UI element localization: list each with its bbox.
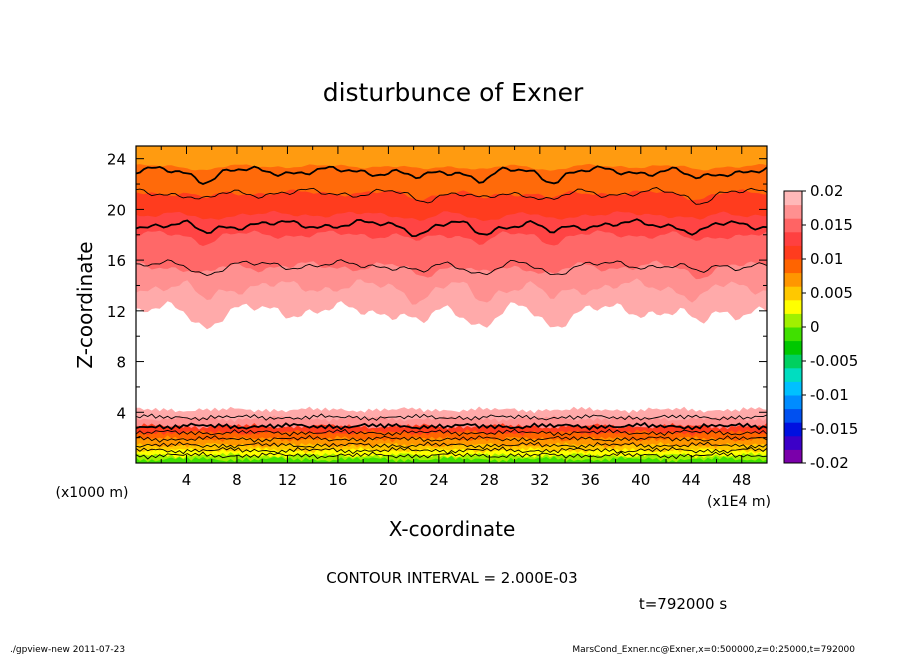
x-tick-label: 4 <box>182 471 192 489</box>
colorbar-segment <box>784 286 802 301</box>
y-axis-label: Z-coordinate <box>73 241 97 368</box>
colorbar-segment <box>784 259 802 274</box>
colorbar-segment <box>784 354 802 369</box>
colorbar <box>784 191 802 464</box>
contour-line-9 <box>136 446 767 455</box>
colorbar-tick-label: 0.01 <box>810 250 843 268</box>
lower-contour-bands <box>136 406 767 463</box>
colorbar-segment <box>784 299 802 314</box>
x-tick-label: 44 <box>682 471 701 489</box>
lower-band-8 <box>136 455 767 463</box>
upper-band-0 <box>136 146 767 171</box>
colorbar-segment <box>784 204 802 219</box>
x-tick-label: 48 <box>732 471 751 489</box>
x-tick-label: 36 <box>581 471 600 489</box>
colorbar-segment <box>784 422 802 437</box>
contour-line-7 <box>136 434 767 443</box>
footer-left: ./gpview-new 2011-07-23 <box>10 645 125 654</box>
x-tick-label: 24 <box>429 471 448 489</box>
y-tick-label: 4 <box>116 404 126 422</box>
x-axis-ticks: 4 8 12 16 20 24 28 32 36 40 44 48 <box>135 146 768 489</box>
contour-line-2 <box>136 218 767 238</box>
x-tick-label: 40 <box>631 471 650 489</box>
contour-line-8 <box>136 441 767 450</box>
y-axis-unit: (x1000 m) <box>56 485 129 501</box>
colorbar-tick-label: 0.02 <box>810 182 843 200</box>
colorbar-tick-label: 0.015 <box>810 216 853 234</box>
x-axis-label: X-coordinate <box>389 517 516 541</box>
colorbar-segment <box>784 313 802 328</box>
colorbar-segment <box>784 435 802 450</box>
y-tick-label: 20 <box>107 201 126 219</box>
colorbar-tick-label: 0.005 <box>810 284 853 302</box>
time-label: t=792000 s <box>639 595 727 613</box>
upper-contour-bands <box>136 146 767 330</box>
colorbar-tick-label: -0.02 <box>810 454 849 472</box>
colorbar-tick-label: -0.005 <box>810 352 858 370</box>
x-tick-label: 32 <box>530 471 549 489</box>
y-tick-label: 16 <box>107 252 126 270</box>
colorbar-ticks: 0.02 0.015 0.01 0.005 0 -0.005 -0.01 -0.015 -0.0… <box>802 182 858 472</box>
chart-title: disturbunce of Exner <box>323 78 584 107</box>
contour-lines <box>136 165 767 460</box>
x-tick-label: 20 <box>379 471 398 489</box>
colorbar-segment <box>784 231 802 246</box>
colorbar-segment <box>784 367 802 382</box>
colorbar-segment <box>784 327 802 342</box>
contour-line-6 <box>136 428 767 437</box>
contour-line-0 <box>136 165 767 185</box>
contour-line-5 <box>136 421 767 431</box>
colorbar-tick-label: 0 <box>810 318 820 336</box>
colorbar-segment <box>784 245 802 260</box>
colorbar-segment <box>784 449 802 464</box>
x-tick-label: 16 <box>328 471 347 489</box>
x-tick-label: 28 <box>480 471 499 489</box>
plot-frame <box>135 145 768 464</box>
colorbar-tick-label: -0.015 <box>810 420 858 438</box>
colorbar-segment <box>784 381 802 396</box>
contour-line-4 <box>136 413 767 422</box>
colorbar-segment <box>784 340 802 355</box>
y-tick-label: 24 <box>107 151 126 169</box>
colorbar-segment <box>784 218 802 233</box>
colorbar-tick-label: -0.01 <box>810 386 849 404</box>
contour-interval: CONTOUR INTERVAL = 2.000E-03 <box>326 569 577 587</box>
footer-right: MarsCond_Exner.nc@Exner,x=0:500000,z=0:2… <box>572 645 855 654</box>
y-tick-label: 8 <box>116 354 126 372</box>
colorbar-segment <box>784 191 802 206</box>
contour-line-3 <box>136 259 767 276</box>
y-tick-label: 12 <box>107 303 126 321</box>
x-tick-label: 8 <box>232 471 242 489</box>
contour-plot-area <box>136 146 767 463</box>
contour-line-10 <box>136 451 767 460</box>
x-axis-unit: (x1E4 m) <box>707 494 771 510</box>
y-axis-ticks: 4 8 12 16 20 24 <box>107 151 767 464</box>
colorbar-segment <box>784 408 802 423</box>
x-tick-label: 12 <box>278 471 297 489</box>
colorbar-segment <box>784 272 802 287</box>
colorbar-segment <box>784 395 802 410</box>
contour-line-1 <box>136 187 767 205</box>
